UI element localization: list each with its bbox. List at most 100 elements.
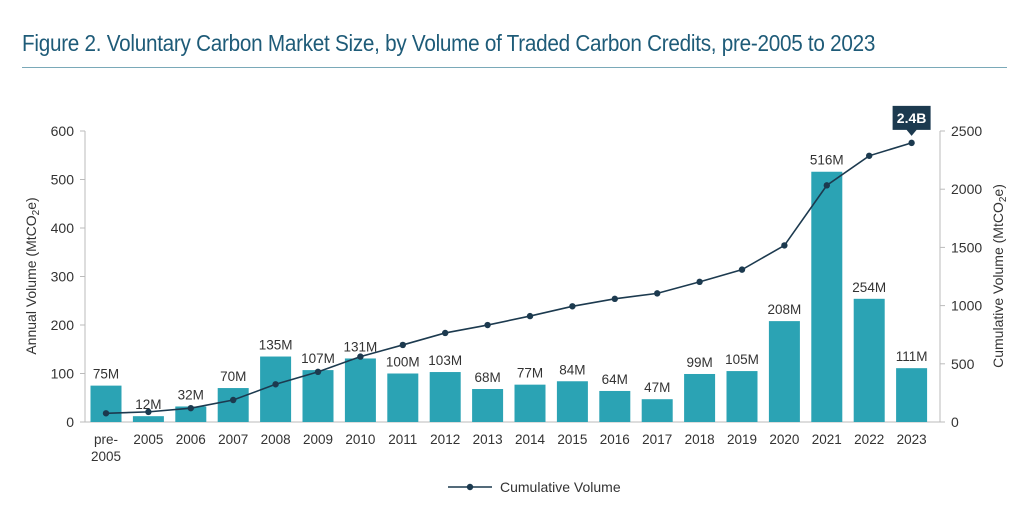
bar-data-label: 99M <box>686 355 712 370</box>
bar-data-label: 84M <box>559 362 585 377</box>
x-tick-label: pre- <box>94 432 118 447</box>
x-tick-label: 2008 <box>261 432 291 447</box>
cumulative-point <box>102 410 110 417</box>
bar-data-label: 208M <box>768 302 802 317</box>
cumulative-point <box>781 242 788 249</box>
x-tick-label: 2015 <box>557 432 587 447</box>
bar-data-label: 12M <box>135 397 161 412</box>
x-tick-label: 2005 <box>133 432 163 447</box>
bar <box>599 390 631 422</box>
x-tick-label: 2014 <box>515 432 546 447</box>
bar-data-label: 131M <box>344 339 378 354</box>
bar-data-label: 254M <box>852 280 886 295</box>
bar-data-label: 70M <box>220 369 246 384</box>
x-tick-label: 2010 <box>345 432 375 447</box>
bar-data-label: 77M <box>517 366 543 381</box>
bar-data-label: 107M <box>301 351 335 366</box>
bar <box>641 399 673 422</box>
bar <box>132 416 164 422</box>
left-tick-label: 0 <box>66 414 74 430</box>
cumulative-point <box>823 182 830 189</box>
bar <box>768 321 800 422</box>
x-tick-label: 2006 <box>176 432 206 447</box>
cumulative-point <box>272 381 279 388</box>
cumulative-point <box>357 353 364 360</box>
bar <box>260 356 292 422</box>
bar <box>556 381 588 422</box>
callout-box <box>892 105 931 136</box>
bar <box>387 373 419 422</box>
cumulative-point <box>526 312 534 320</box>
bar-data-label: 64M <box>602 372 628 387</box>
bar <box>514 384 546 422</box>
bar <box>684 373 716 422</box>
bar-data-label: 47M <box>644 380 670 395</box>
x-tick-label: 2020 <box>769 432 799 447</box>
left-tick-label: 200 <box>51 317 75 333</box>
x-tick-label: 2012 <box>430 432 460 447</box>
cumulative-point <box>442 329 449 337</box>
left-tick-label: 300 <box>51 269 75 285</box>
left-tick-label: 400 <box>51 220 75 236</box>
cumulative-point <box>569 303 576 310</box>
x-tick-label: 2007 <box>218 432 248 447</box>
left-axis-title: Annual Volume (MtCO2e) <box>23 197 42 354</box>
x-tick-label: 2005 <box>91 449 121 464</box>
bar <box>811 171 843 422</box>
bar-data-label: 103M <box>428 353 462 368</box>
cumulative-point <box>654 290 661 297</box>
right-axis-title: Cumulative Volume (MtCO2e) <box>990 184 1009 368</box>
title-divider <box>22 67 1007 68</box>
bar <box>217 388 249 422</box>
x-tick-label: 2021 <box>812 432 842 447</box>
cumulative-point <box>484 321 491 329</box>
right-tick-label: 1000 <box>951 298 982 314</box>
callout-label: 2.4B <box>897 110 927 126</box>
legend-marker <box>466 483 474 491</box>
chart-title: Figure 2. Voluntary Carbon Market Size, … <box>22 30 876 56</box>
cumulative-point <box>314 368 322 376</box>
bar <box>726 371 758 422</box>
bar <box>429 372 461 422</box>
bar <box>90 385 122 422</box>
left-tick-label: 500 <box>51 172 75 188</box>
x-tick-label: 2019 <box>727 432 757 447</box>
bar <box>472 389 504 422</box>
cumulative-point <box>399 341 406 349</box>
left-tick-label: 600 <box>51 123 75 139</box>
cumulative-point <box>611 295 618 303</box>
bar-data-label: 105M <box>725 352 759 367</box>
x-tick-label: 2022 <box>854 432 884 447</box>
cumulative-point <box>145 408 152 416</box>
right-tick-label: 500 <box>951 356 975 372</box>
bar-data-label: 111M <box>896 349 928 364</box>
bar-data-label: 516M <box>810 153 844 168</box>
bar-data-label: 32M <box>178 387 204 402</box>
cumulative-point <box>187 404 194 412</box>
cumulative-point <box>738 266 746 273</box>
bar <box>896 368 928 422</box>
right-tick-label: 0 <box>951 414 959 430</box>
right-tick-label: 2000 <box>951 181 982 197</box>
cumulative-point <box>696 278 703 286</box>
cumulative-point <box>866 152 873 159</box>
x-tick-label: 2023 <box>897 432 927 447</box>
right-tick-label: 2500 <box>951 123 982 139</box>
x-tick-label: 2017 <box>642 432 672 447</box>
x-tick-label: 2016 <box>600 432 630 447</box>
bar-data-label: 135M <box>259 338 293 353</box>
left-tick-label: 100 <box>51 366 75 382</box>
bar <box>175 406 207 422</box>
legend-label: Cumulative Volume <box>500 479 621 495</box>
x-tick-label: 2011 <box>388 432 417 447</box>
bar-data-label: 68M <box>474 370 500 385</box>
right-tick-label: 1500 <box>951 239 982 255</box>
cumulative-line <box>105 142 912 415</box>
x-tick-label: 2018 <box>685 432 715 447</box>
bar <box>853 298 885 422</box>
bar <box>344 358 376 422</box>
cumulative-point <box>908 139 915 147</box>
bar-data-label: 75M <box>93 367 119 382</box>
